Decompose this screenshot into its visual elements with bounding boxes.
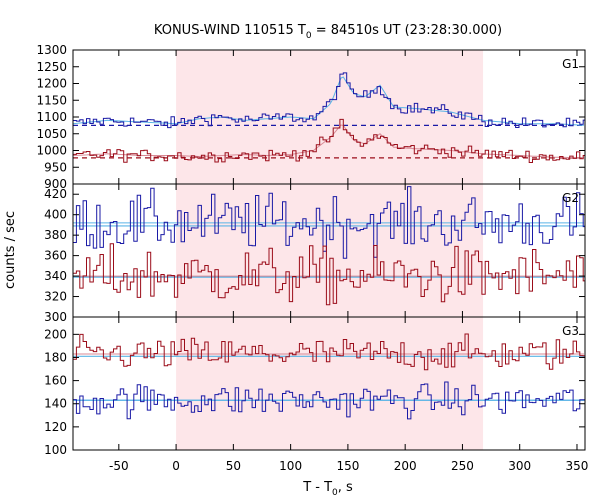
model-curve-g1-blue xyxy=(72,76,584,126)
y-tick-label: 180 xyxy=(44,350,67,364)
y-tick-label: 200 xyxy=(44,327,67,341)
histogram-g3-red xyxy=(73,333,585,371)
y-tick-label: 400 xyxy=(44,208,67,222)
y-tick-label: 1000 xyxy=(36,144,67,158)
y-tick-label: 1100 xyxy=(36,110,67,124)
panel-g1: 900 950 1000 1050 1100 1150 1200 1250 1300 G1 xyxy=(36,43,586,191)
y-tick-label: 1300 xyxy=(36,43,67,57)
x-tick-label: 250 xyxy=(451,459,474,473)
y-tick-label: 340 xyxy=(44,269,67,283)
x-tick-label: 0 xyxy=(172,459,180,473)
y-tick-label: 1150 xyxy=(36,93,67,107)
x-tick-label: 100 xyxy=(279,459,302,473)
panel-tag-g3: G3 xyxy=(562,324,579,338)
y-tick-label: 1250 xyxy=(36,60,67,74)
x-tick-label: 350 xyxy=(566,459,589,473)
y-tick-label: 100 xyxy=(44,443,67,457)
chart-title: KONUS-WIND 110515 T0 = 84510s UT (23:28:… xyxy=(154,23,502,41)
x-axis-label-suffix: , s xyxy=(338,480,353,495)
plot-area: 9009501000105011001150120012501300G13003… xyxy=(36,43,588,473)
x-tick-label: 200 xyxy=(394,459,417,473)
x-tick-label: 150 xyxy=(336,459,359,473)
chart-title-suffix: = 84510s UT (23:28:30.000) xyxy=(312,23,502,38)
histogram-g1-blue xyxy=(73,72,585,129)
y-tick-label: 950 xyxy=(44,160,67,174)
y-tick-label: 380 xyxy=(44,228,67,242)
histogram-g2-red xyxy=(73,243,585,306)
histogram-g1-red xyxy=(73,118,585,163)
y-tick-label: 420 xyxy=(44,187,67,201)
y-tick-label: 1200 xyxy=(36,77,67,91)
chart-title-prefix: KONUS-WIND 110515 T xyxy=(154,23,306,38)
y-tick-label: 120 xyxy=(44,420,67,434)
y-tick-label: 320 xyxy=(44,290,67,304)
panel-frame-g3 xyxy=(72,316,586,451)
y-tick-label: 900 xyxy=(44,177,67,191)
chart-title-subscript: 0 xyxy=(306,31,312,41)
y-tick-label: 300 xyxy=(44,310,67,324)
y-axis-label: counts / sec xyxy=(3,211,18,289)
panel-g3: 100 120 140 160 180 200 G3 xyxy=(44,316,586,457)
x-axis-label-subscript: 0 xyxy=(332,488,338,498)
y-tick-label: 140 xyxy=(44,397,67,411)
x-tick-label: 50 xyxy=(226,459,241,473)
x-tick-label: 300 xyxy=(508,459,531,473)
histogram-g3-blue xyxy=(73,381,585,420)
x-axis-label: T - T0, s xyxy=(302,480,353,498)
x-tick-label: -50 xyxy=(109,459,129,473)
panel-g2: 300 320 340 360 380 400 420 G2 xyxy=(44,183,586,324)
y-tick-label: 160 xyxy=(44,374,67,388)
y-tick-label: 360 xyxy=(44,249,67,263)
y-tick-label: 1050 xyxy=(36,127,67,141)
x-axis-label-prefix: T - T xyxy=(302,480,332,495)
histogram-g2-blue xyxy=(73,186,585,259)
panel-tag-g2: G2 xyxy=(562,191,579,205)
panel-tag-g1: G1 xyxy=(562,57,579,71)
